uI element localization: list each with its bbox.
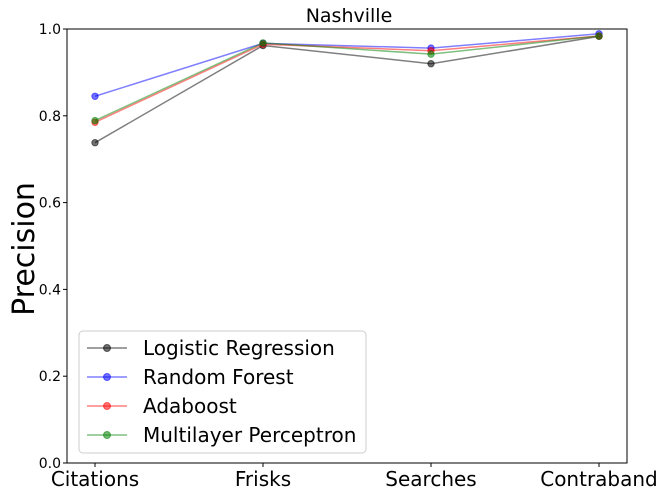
legend-label: Multilayer Perceptron	[143, 423, 356, 447]
data-point-logistic-regression-citations	[91, 139, 99, 147]
data-point-logistic-regression-searches	[427, 60, 435, 68]
x-tick-label-contraband: Contraband	[540, 467, 658, 491]
legend: Logistic Regression Random Forest Adaboost…	[78, 330, 367, 454]
data-point-multilayer-perceptron-contraband	[595, 32, 603, 40]
data-point-random-forest-citations	[91, 92, 99, 100]
series-line-adaboost	[94, 35, 600, 123]
y-tick-label: 0.6	[39, 196, 61, 212]
series-layer	[91, 30, 603, 147]
plot-frame	[66, 28, 628, 464]
legend-swatch-marker	[103, 373, 111, 381]
series-line-multilayer-perceptron	[94, 35, 600, 122]
legend-entry-logistic-regression: Logistic Regression	[87, 336, 335, 360]
x-tick-label-frisks: Frisks	[235, 467, 291, 491]
y-tick-label: 0.8	[39, 109, 61, 125]
y-tick-label: 0.0	[39, 456, 61, 472]
series-random-forest	[91, 30, 603, 100]
legend-swatch-marker	[103, 344, 111, 352]
legend-entry-random-forest: Random Forest	[87, 365, 294, 389]
y-tick-label: 1.0	[39, 22, 61, 38]
x-tick-label-citations: Citations	[51, 467, 139, 491]
x-tick-label-searches: Searches	[385, 467, 476, 491]
data-point-multilayer-perceptron-citations	[91, 116, 99, 125]
legend-entry-multilayer-perceptron: Multilayer Perceptron	[87, 423, 356, 447]
y-tick-label: 0.4	[39, 282, 61, 298]
axes: 0.0 0.2 0.4 0.6 0.8 1.0 Citations Frisks Searche…	[39, 22, 658, 491]
legend-label: Logistic Regression	[143, 336, 335, 360]
chart-title: Nashville	[306, 5, 393, 27]
series-line-random-forest	[94, 33, 600, 97]
legend-swatch-marker	[103, 431, 111, 439]
series-multilayer-perceptron	[91, 32, 603, 125]
series-adaboost	[91, 32, 603, 127]
data-point-multilayer-perceptron-frisks	[259, 39, 267, 47]
y-tick-label: 0.2	[39, 369, 61, 385]
legend-label: Adaboost	[143, 394, 237, 418]
legend-box	[78, 330, 367, 454]
y-axis-label: Precision	[7, 182, 42, 316]
legend-entry-adaboost: Adaboost	[87, 394, 237, 418]
data-point-multilayer-perceptron-searches	[427, 50, 435, 58]
legend-swatch-marker	[103, 402, 111, 410]
series-line-logistic-regression	[94, 35, 600, 144]
legend-label: Random Forest	[143, 365, 294, 389]
series-logistic-regression	[91, 32, 603, 147]
